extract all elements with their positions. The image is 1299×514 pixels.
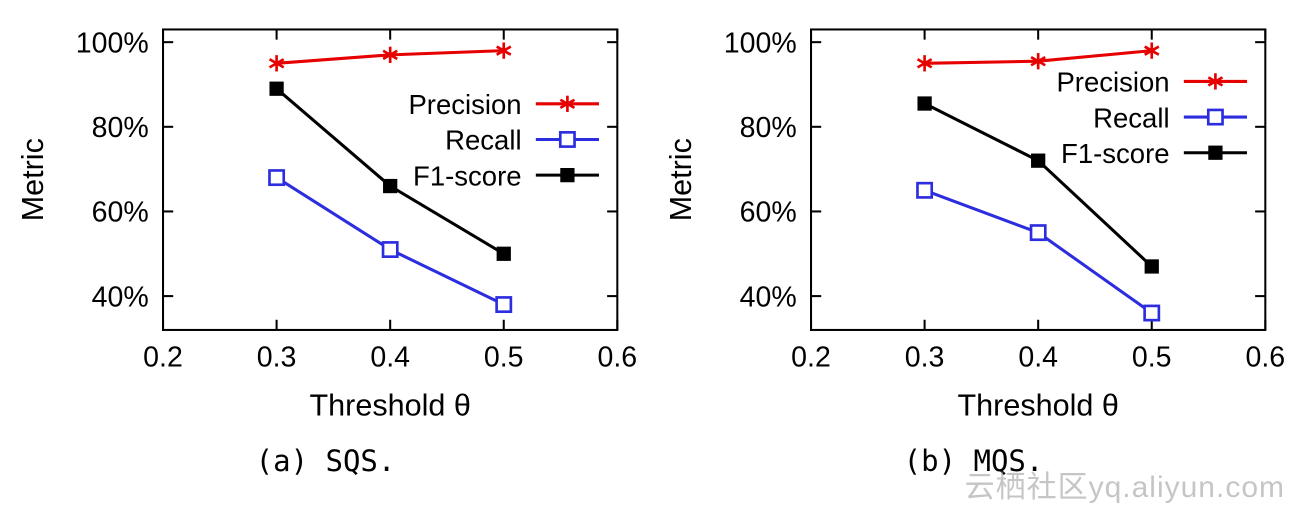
series-line — [923, 188, 1153, 315]
x-tick-label: 0.2 — [791, 342, 831, 374]
open-square-marker-icon — [267, 169, 285, 187]
legend-label: Precision — [1056, 67, 1169, 98]
chart-block-sqs: 0.2 0.3 0.4 0.5 0.6 40% 60% 80% 100% Threshold θ M… — [6, 0, 646, 514]
open-square-marker-icon — [1142, 304, 1160, 322]
y-tick-label: 80% — [739, 112, 796, 144]
y-tick-label: 60% — [91, 197, 148, 229]
caption-sqs: (a) SQS. — [255, 444, 396, 478]
x-tick-label: 0.2 — [143, 342, 183, 374]
filled-square-marker-icon — [916, 96, 932, 111]
legend-label: F1-score — [413, 160, 521, 191]
x-tick-label: 0.5 — [483, 342, 523, 374]
x-tick-label: 0.3 — [256, 342, 296, 374]
star-marker-icon — [559, 98, 575, 110]
star-marker-icon — [495, 45, 511, 56]
x-tick-label: 0.6 — [1245, 342, 1285, 374]
filled-square-marker-icon — [559, 167, 575, 183]
mqs-line-chart: 0.2 0.3 0.4 0.5 0.6 40% 60% 80% 100% Threshold θ M… — [663, 27, 1285, 423]
x-axis-title: Threshold θ — [957, 389, 1118, 423]
plot-border — [809, 28, 1266, 331]
filled-square-marker-icon — [1144, 259, 1159, 274]
open-square-marker-icon — [1206, 108, 1224, 126]
y-tick-label: 40% — [739, 281, 796, 313]
filled-square-marker-icon — [1030, 153, 1045, 168]
star-marker-icon — [1143, 45, 1159, 56]
star-marker-icon — [1207, 76, 1223, 87]
filled-square-marker-icon — [382, 178, 397, 194]
filled-square-marker-icon — [496, 246, 511, 261]
open-square-marker-icon — [494, 296, 512, 314]
x-tick-label: 0.5 — [1131, 342, 1171, 374]
y-tick-label: 80% — [91, 112, 148, 144]
y-axis-title: Metric — [15, 138, 49, 221]
open-square-marker-icon — [915, 181, 933, 199]
y-tick-label: 100% — [723, 27, 796, 59]
star-marker-icon — [268, 58, 284, 69]
star-marker-icon — [916, 58, 932, 69]
star-marker-icon — [1029, 55, 1046, 67]
open-square-marker-icon — [381, 241, 399, 258]
caption-mqs: (b) MQS. — [903, 444, 1044, 478]
legend-label: Recall — [1093, 102, 1169, 133]
x-tick-label: 0.6 — [597, 342, 637, 374]
open-square-marker-icon — [558, 131, 576, 148]
x-tick-label: 0.4 — [1018, 342, 1058, 374]
filled-square-marker-icon — [1207, 145, 1223, 160]
chart-block-mqs: 0.2 0.3 0.4 0.5 0.6 40% 60% 80% 100% Threshold θ M… — [654, 0, 1294, 514]
y-tick-label: 40% — [91, 281, 148, 313]
legend-label: F1-score — [1061, 138, 1169, 169]
x-tick-label: 0.4 — [370, 342, 410, 374]
sqs-line-chart: 0.2 0.3 0.4 0.5 0.6 40% 60% 80% 100% Threshold θ M… — [15, 27, 637, 423]
open-square-marker-icon — [1029, 224, 1047, 242]
y-tick-label: 60% — [739, 197, 796, 229]
y-tick-label: 100% — [75, 27, 148, 59]
star-marker-icon — [381, 49, 398, 61]
x-tick-label: 0.3 — [904, 342, 944, 374]
legend-label: Recall — [445, 125, 521, 156]
y-axis-title: Metric — [663, 138, 697, 221]
x-axis-title: Threshold θ — [309, 389, 470, 423]
filled-square-marker-icon — [268, 81, 284, 96]
legend-label: Precision — [408, 89, 521, 120]
series-line — [275, 176, 504, 306]
